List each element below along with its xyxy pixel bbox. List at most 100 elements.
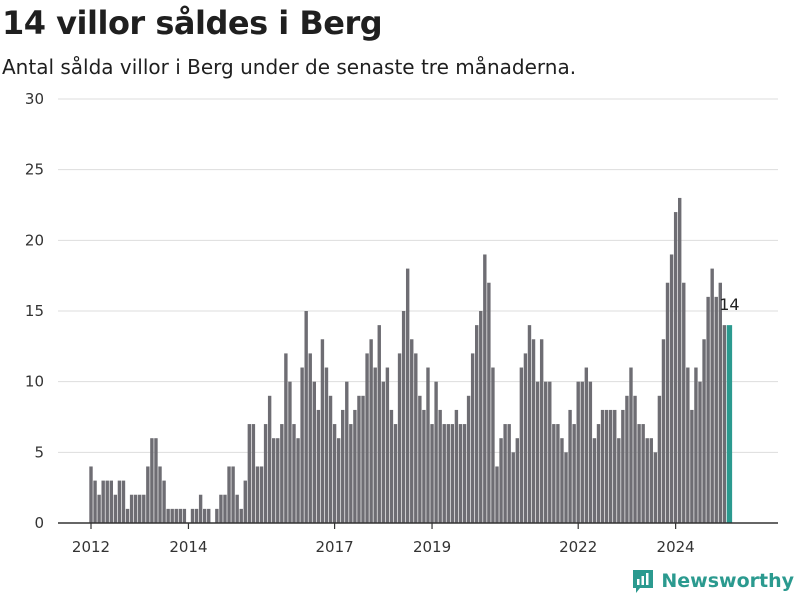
- bar: [422, 409, 426, 523]
- x-tick-label: 2014: [169, 538, 207, 556]
- bar: [263, 424, 268, 523]
- y-tick-label: 30: [25, 90, 44, 108]
- newsworthy-logo-icon: [633, 570, 654, 593]
- bar: [393, 424, 398, 523]
- bar: [690, 409, 694, 523]
- bar: [373, 367, 377, 523]
- bar: [341, 409, 345, 523]
- bar: [361, 395, 365, 523]
- bar: [580, 381, 584, 523]
- bar: [170, 508, 174, 523]
- bar: [588, 381, 593, 523]
- y-tick-label: 25: [25, 161, 44, 179]
- x-tick-label: 2022: [559, 538, 597, 556]
- newsworthy-brand: Newsworthy: [631, 568, 794, 594]
- bar: [410, 339, 414, 523]
- bar: [629, 367, 633, 523]
- bar: [552, 424, 556, 523]
- bar: [430, 424, 434, 523]
- bar: [101, 480, 105, 523]
- bar: [223, 494, 227, 523]
- bar: [194, 508, 199, 523]
- chart-title: 14 villor såldes i Berg: [2, 4, 383, 42]
- bar: [288, 381, 292, 523]
- bar: [300, 367, 304, 523]
- axes: [58, 522, 778, 529]
- last-value-label: 14: [719, 295, 739, 314]
- bar: [544, 381, 548, 523]
- bar: [320, 339, 325, 523]
- bar: [418, 395, 422, 523]
- brand-name: Newsworthy: [661, 570, 794, 592]
- y-tick-label: 0: [34, 514, 44, 532]
- bar: [483, 254, 487, 523]
- bar: [182, 508, 187, 523]
- bar: [385, 367, 390, 523]
- bar: [576, 381, 580, 523]
- bar: [365, 353, 369, 523]
- bar: [133, 494, 138, 523]
- bar: [336, 438, 341, 523]
- bar: [389, 409, 394, 523]
- bar: [345, 381, 349, 523]
- bar: [434, 381, 438, 523]
- bar: [255, 466, 260, 523]
- bar: [479, 311, 483, 523]
- chart-subtitle: Antal sålda villor i Berg under de senas…: [2, 55, 577, 79]
- bar: [125, 508, 130, 523]
- bar: [678, 197, 682, 523]
- bar: [515, 438, 519, 523]
- bar: [292, 424, 296, 523]
- bar: [215, 508, 219, 523]
- bar: [613, 409, 617, 523]
- bar: [548, 381, 552, 523]
- bar: [714, 296, 718, 523]
- bar: [166, 508, 170, 523]
- bar: [475, 325, 479, 523]
- bar: [219, 494, 223, 523]
- bar: [304, 311, 308, 523]
- bar: [414, 353, 418, 523]
- bar: [556, 424, 560, 523]
- bar: [121, 480, 126, 523]
- bar: [462, 424, 467, 523]
- bar: [686, 367, 690, 523]
- bar: [673, 212, 678, 523]
- bar: [637, 424, 641, 523]
- bar: [146, 466, 150, 523]
- bar: [470, 353, 475, 523]
- bar: [247, 424, 252, 523]
- bar: [154, 438, 158, 523]
- bar: [665, 282, 670, 523]
- bar: [369, 339, 373, 523]
- bar: [190, 508, 195, 523]
- bar: [702, 339, 706, 523]
- bar: [332, 424, 337, 523]
- bar: [458, 424, 463, 523]
- bar: [158, 466, 162, 523]
- bar: [641, 424, 645, 523]
- y-tick-label: 10: [25, 373, 44, 391]
- bar: [243, 480, 247, 523]
- bar: [625, 395, 629, 523]
- y-tick-label: 20: [25, 231, 44, 249]
- bar: [669, 254, 674, 523]
- bar: [722, 325, 727, 523]
- bar: [535, 381, 540, 523]
- bar: [198, 494, 203, 523]
- bar: [324, 367, 329, 523]
- bar: [726, 325, 733, 523]
- bar: [426, 367, 430, 523]
- bar: [162, 480, 166, 523]
- bar: [174, 508, 178, 523]
- bar: [231, 466, 235, 523]
- bar: [405, 268, 410, 523]
- bars: [89, 197, 733, 523]
- bar: [349, 424, 353, 523]
- bar: [608, 409, 613, 523]
- bar: [491, 367, 495, 523]
- bar: [251, 424, 256, 523]
- bar: [308, 353, 312, 523]
- bar: [280, 424, 284, 523]
